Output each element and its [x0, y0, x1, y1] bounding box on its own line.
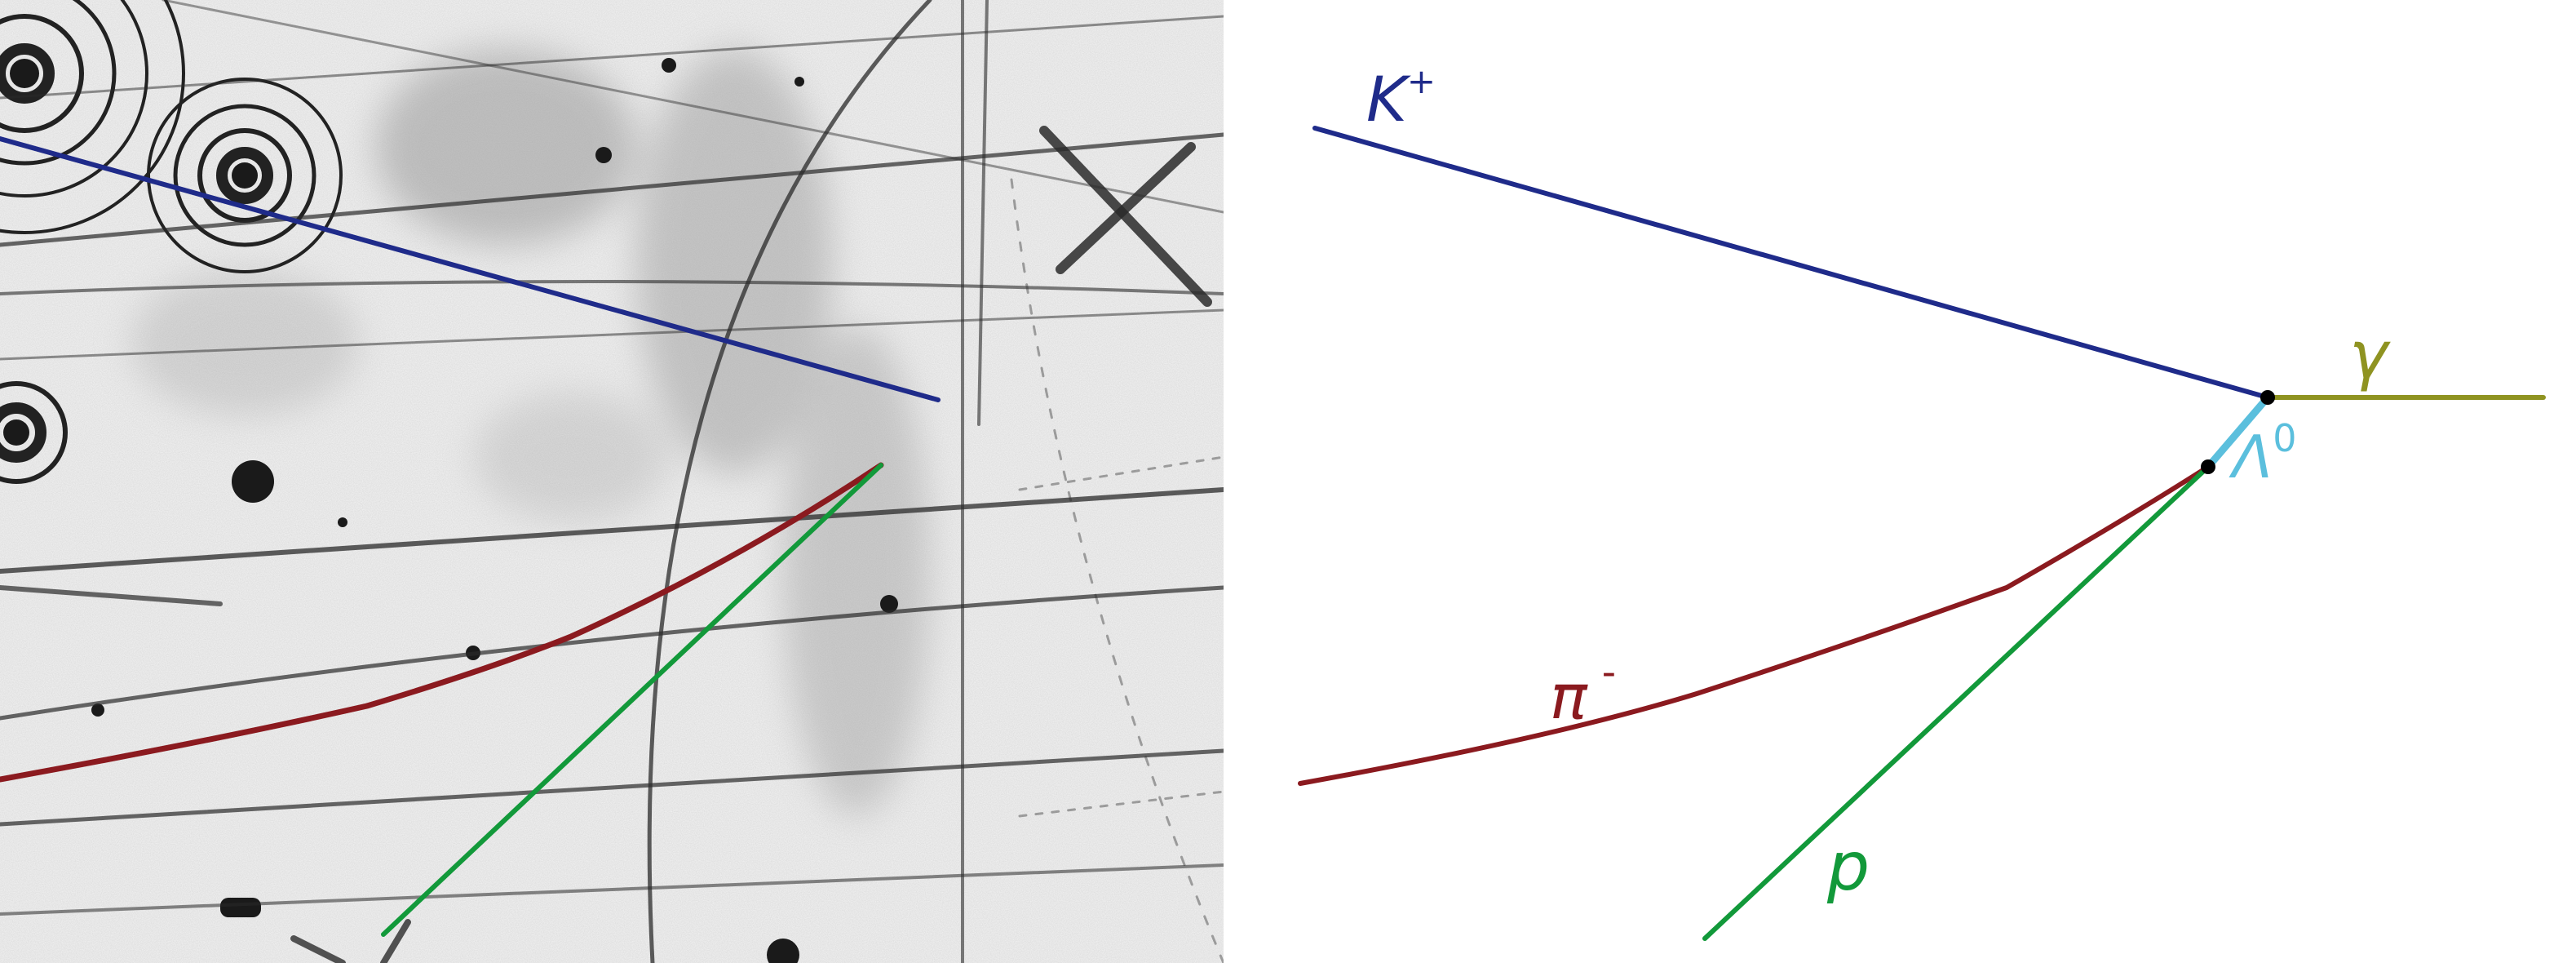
pion-label: π- — [1550, 650, 1616, 733]
photo-kaon-track — [0, 136, 941, 402]
pion-track — [1298, 464, 2211, 786]
kaon-track — [1312, 126, 2270, 400]
photo-svg — [0, 0, 1224, 963]
lambda-label: Λ0 — [2229, 416, 2297, 491]
lambda-decay-vertex — [2201, 459, 2215, 474]
photo-rings — [0, 0, 343, 484]
diagram-svg: K+ π- p Λ0 γ — [1298, 61, 2546, 941]
photo-pion-track — [0, 462, 884, 783]
proton-track — [1702, 464, 2211, 941]
photo-spots — [3, 58, 898, 963]
proton-label: p — [1826, 828, 1870, 906]
gamma-label: γ — [2349, 317, 2391, 393]
primary-vertex — [2260, 390, 2275, 405]
photo-highlighted-tracks — [0, 136, 941, 937]
decay-diagram: K+ π- p Λ0 γ — [1224, 0, 2576, 963]
photo-proton-track — [381, 463, 883, 937]
photo-background-tracks — [0, 0, 1224, 963]
kaon-label: K+ — [1366, 61, 1436, 135]
diagram-tracks — [1298, 126, 2546, 941]
bubble-chamber-photo — [0, 0, 1224, 963]
lambda-track — [2204, 393, 2272, 471]
